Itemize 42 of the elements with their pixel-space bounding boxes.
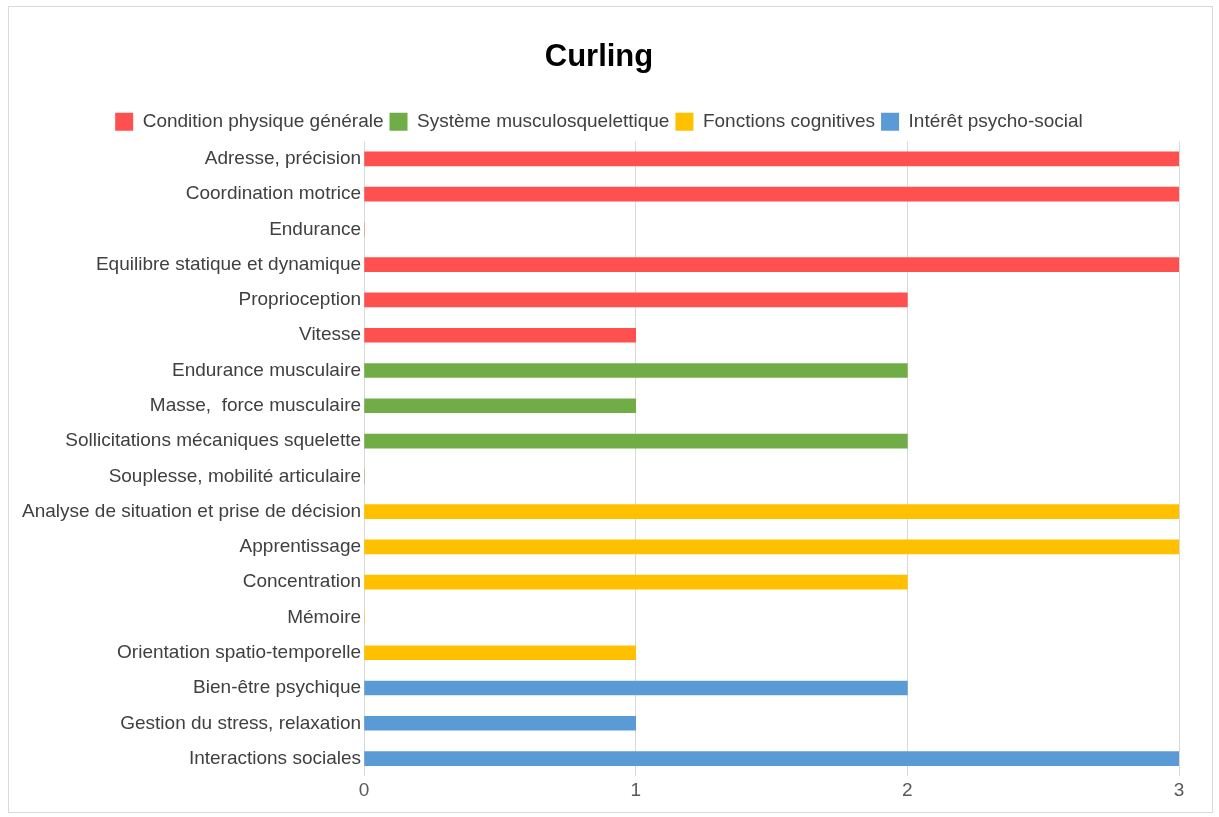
- bar: [364, 151, 1179, 167]
- y-tick-label: Orientation spatio-temporelle: [117, 640, 362, 662]
- bar: [364, 645, 637, 661]
- bar: [364, 574, 908, 590]
- x-tick-label: 0: [358, 778, 370, 800]
- y-tick-label: Analyse de situation et prise de décision: [21, 499, 362, 521]
- bar: [364, 680, 908, 696]
- y-tick-label: Souplesse, mobilité articulaire: [108, 464, 362, 486]
- chart-title: Curling: [544, 38, 654, 74]
- legend-label: Condition physique générale: [142, 109, 384, 131]
- bar: [364, 257, 1179, 272]
- bar: [364, 504, 1179, 519]
- bar: [364, 398, 637, 414]
- y-tick-label: Adresse, précision: [204, 147, 362, 169]
- x-tick-label: 3: [1173, 778, 1185, 800]
- y-tick-label: Masse, force musculaire: [149, 394, 362, 416]
- y-tick-label: Endurance: [269, 217, 362, 239]
- bar: [364, 539, 1179, 555]
- x-tick-label: 2: [902, 778, 913, 800]
- bar: [364, 292, 908, 308]
- bar: [364, 715, 637, 731]
- bar: [364, 363, 908, 378]
- y-tick-label: Apprentissage: [239, 535, 362, 557]
- y-tick-label: Endurance musculaire: [171, 358, 362, 380]
- legend-label: Fonctions cognitives: [702, 109, 876, 131]
- bar: [364, 327, 637, 343]
- y-tick-label: Proprioception: [238, 288, 362, 310]
- y-tick-label: Mémoire: [287, 605, 362, 627]
- bar: [364, 433, 908, 449]
- y-tick-label: Coordination motrice: [185, 182, 362, 204]
- y-tick-label: Concentration: [242, 570, 362, 592]
- legend-label: Système musculosquelettique: [417, 109, 670, 131]
- bar: [364, 751, 1179, 766]
- y-tick-label: Bien-être psychique: [193, 676, 362, 698]
- legend-label: Intérêt psycho-social: [908, 109, 1083, 131]
- x-tick-label: 1: [630, 778, 641, 800]
- y-tick-label: Gestion du stress, relaxation: [120, 711, 362, 733]
- y-tick-label: Vitesse: [299, 323, 362, 345]
- y-tick-label: Equilibre statique et dynamique: [95, 252, 362, 274]
- bar: [364, 186, 1179, 202]
- y-tick-label: Sollicitations mécaniques squelette: [65, 429, 362, 451]
- y-tick-label: Interactions sociales: [188, 746, 362, 768]
